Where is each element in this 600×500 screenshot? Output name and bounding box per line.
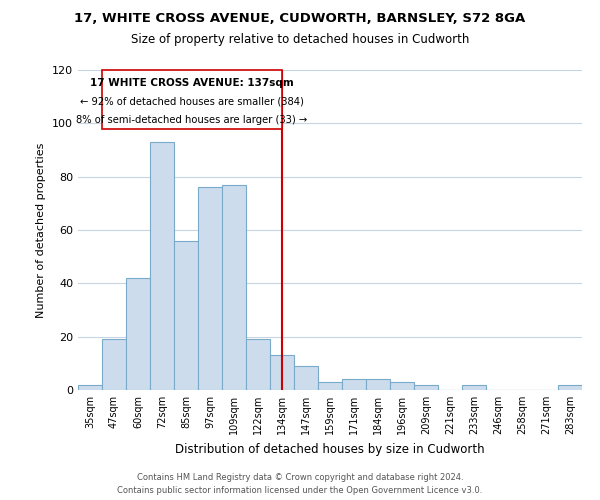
Text: Contains HM Land Registry data © Crown copyright and database right 2024.: Contains HM Land Registry data © Crown c… xyxy=(137,472,463,482)
Text: 8% of semi-detached houses are larger (33) →: 8% of semi-detached houses are larger (3… xyxy=(76,116,308,126)
FancyBboxPatch shape xyxy=(102,70,282,128)
Bar xyxy=(174,240,198,390)
Text: Size of property relative to detached houses in Cudworth: Size of property relative to detached ho… xyxy=(131,32,469,46)
X-axis label: Distribution of detached houses by size in Cudworth: Distribution of detached houses by size … xyxy=(175,442,485,456)
Bar xyxy=(270,356,294,390)
Bar xyxy=(246,340,270,390)
Bar xyxy=(78,384,102,390)
Bar xyxy=(462,384,486,390)
Bar xyxy=(294,366,318,390)
Text: 17 WHITE CROSS AVENUE: 137sqm: 17 WHITE CROSS AVENUE: 137sqm xyxy=(90,78,294,88)
Bar xyxy=(342,380,366,390)
Bar xyxy=(222,184,246,390)
Bar xyxy=(150,142,174,390)
Bar xyxy=(390,382,414,390)
Text: 17, WHITE CROSS AVENUE, CUDWORTH, BARNSLEY, S72 8GA: 17, WHITE CROSS AVENUE, CUDWORTH, BARNSL… xyxy=(74,12,526,26)
Bar xyxy=(126,278,150,390)
Bar xyxy=(414,384,438,390)
Bar xyxy=(558,384,582,390)
Bar xyxy=(366,380,390,390)
Text: Contains public sector information licensed under the Open Government Licence v3: Contains public sector information licen… xyxy=(118,486,482,495)
Y-axis label: Number of detached properties: Number of detached properties xyxy=(37,142,46,318)
Bar xyxy=(198,188,222,390)
Text: ← 92% of detached houses are smaller (384): ← 92% of detached houses are smaller (38… xyxy=(80,96,304,106)
Bar xyxy=(102,340,126,390)
Bar xyxy=(318,382,342,390)
